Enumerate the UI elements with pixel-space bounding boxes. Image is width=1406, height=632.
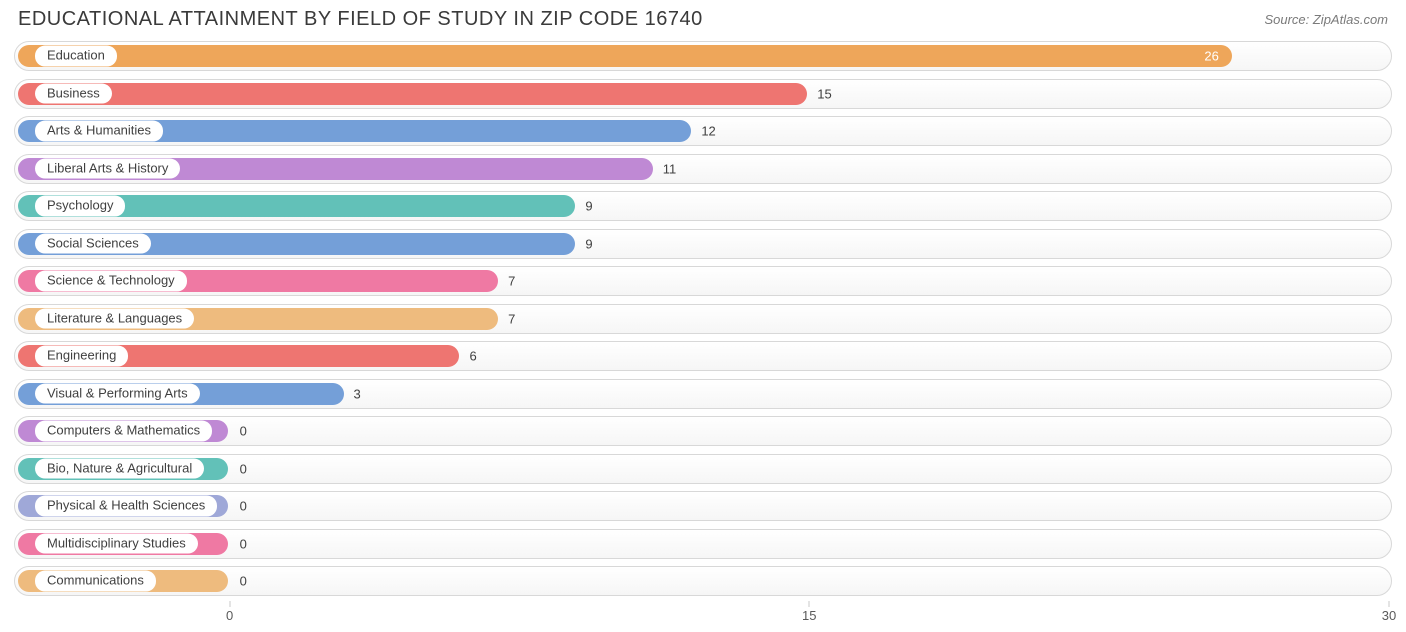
bar-category-label: Visual & Performing Arts: [35, 383, 200, 404]
bar-value-label: 0: [240, 536, 247, 551]
bar-category-label: Computers & Mathematics: [35, 421, 212, 442]
chart-header: EDUCATIONAL ATTAINMENT BY FIELD OF STUDY…: [0, 0, 1406, 37]
bar-fill: [18, 45, 1232, 67]
bar-category-label: Communications: [35, 571, 156, 592]
bar-track: Social Sciences 9: [14, 229, 1392, 259]
bar-value-label: 26: [1204, 49, 1218, 64]
bar-value-label: 9: [585, 199, 592, 214]
bar-category-label: Engineering: [35, 346, 128, 367]
bar-value-label: 0: [240, 424, 247, 439]
axis-tick-line: [229, 601, 230, 607]
chart-source: Source: ZipAtlas.com: [1264, 12, 1388, 27]
axis-tick-label: 15: [802, 608, 816, 623]
bar-track: Liberal Arts & History 11: [14, 154, 1392, 184]
bar-category-label: Psychology: [35, 196, 125, 217]
chart-title: EDUCATIONAL ATTAINMENT BY FIELD OF STUDY…: [18, 8, 703, 31]
bar-track: Literature & Languages 7: [14, 304, 1392, 334]
bar-track: Computers & Mathematics 0: [14, 416, 1392, 446]
chart-plot-area: Education 26 Business 15 Arts & Humanities 12…: [0, 37, 1406, 596]
bar-value-label: 0: [240, 574, 247, 589]
bar-track: Multidisciplinary Studies 0: [14, 529, 1392, 559]
bar-value-label: 0: [240, 461, 247, 476]
bar-category-label: Arts & Humanities: [35, 121, 163, 142]
bar-value-label: 12: [701, 124, 715, 139]
bar-category-label: Education: [35, 46, 117, 67]
bar-value-label: 11: [663, 161, 677, 176]
bar-category-label: Liberal Arts & History: [35, 158, 180, 179]
bar-fill: [18, 83, 807, 105]
axis-tick-label: 30: [1382, 608, 1396, 623]
axis-tick-line: [1389, 601, 1390, 607]
axis-tick-label: 0: [226, 608, 233, 623]
bar-category-label: Literature & Languages: [35, 308, 194, 329]
bar-category-label: Multidisciplinary Studies: [35, 533, 198, 554]
axis-tick-line: [809, 601, 810, 607]
bar-track: Business 15: [14, 79, 1392, 109]
bar-track: Education 26: [14, 41, 1392, 71]
bar-value-label: 3: [354, 386, 361, 401]
bar-track: Visual & Performing Arts 3: [14, 379, 1392, 409]
bar-value-label: 9: [585, 236, 592, 251]
x-axis: 01530: [14, 604, 1392, 628]
bar-value-label: 0: [240, 499, 247, 514]
bar-track: Psychology 9: [14, 191, 1392, 221]
bar-value-label: 6: [469, 349, 476, 364]
bar-category-label: Bio, Nature & Agricultural: [35, 458, 204, 479]
bar-category-label: Business: [35, 83, 112, 104]
bar-track: Engineering 6: [14, 341, 1392, 371]
bar-category-label: Physical & Health Sciences: [35, 496, 217, 517]
bar-track: Arts & Humanities 12: [14, 116, 1392, 146]
bar-track: Physical & Health Sciences 0: [14, 491, 1392, 521]
bar-track: Communications 0: [14, 566, 1392, 596]
bar-category-label: Science & Technology: [35, 271, 187, 292]
bar-value-label: 7: [508, 311, 515, 326]
bar-category-label: Social Sciences: [35, 233, 151, 254]
bar-track: Bio, Nature & Agricultural 0: [14, 454, 1392, 484]
bar-value-label: 15: [817, 86, 831, 101]
bar-track: Science & Technology 7: [14, 266, 1392, 296]
bar-value-label: 7: [508, 274, 515, 289]
